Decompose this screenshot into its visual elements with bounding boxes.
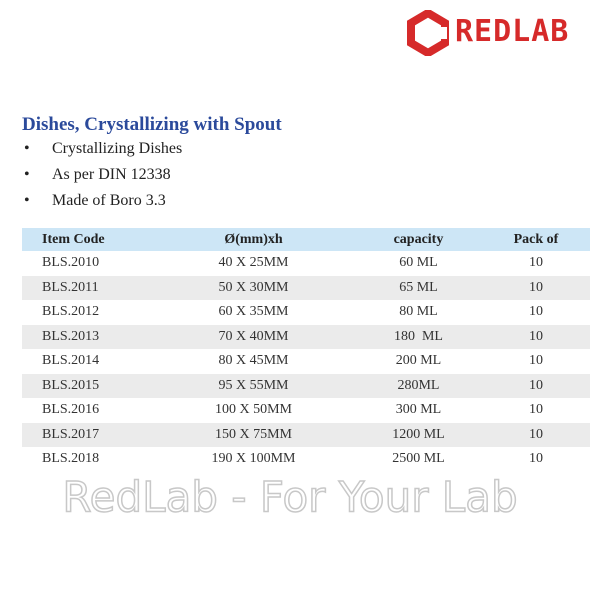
table-row: BLS.2014 80 X 45MM 200 ML 10 (22, 349, 590, 374)
table-cell: 60 ML (399, 255, 438, 271)
logo: REDLAB (405, 10, 590, 56)
logo-text: REDLAB (455, 14, 570, 49)
table-cell: BLS.2015 (22, 373, 152, 398)
table-cell: BLS.2010 (42, 255, 100, 271)
table-cell: 190 X 100MM (211, 451, 296, 467)
table-cell: BLS.2017 (22, 422, 152, 447)
table-cell: BLS.2012 (42, 304, 100, 320)
table-cell: 70 X 40MM (152, 324, 356, 349)
table-cell: 10 (481, 422, 590, 447)
table-cell: 60 X 35MM (218, 304, 289, 320)
bullet-item: Made of Boro 3.3 (22, 192, 182, 218)
table-row: BLS.2017 150 X 75MM 1200 ML 10 (22, 422, 590, 447)
table-cell: 10 (481, 275, 590, 300)
table-cell: 10 (528, 304, 543, 320)
bullet-item: As per DIN 12338 (22, 166, 182, 192)
header-cell: Pack of (481, 228, 590, 251)
table-cell: 100 X 50MM (215, 402, 293, 418)
watermark-text: RedLab - For Your Lab (62, 473, 517, 522)
header-cell: Ø(mm)xh (152, 228, 356, 251)
table-cell: 10 (528, 353, 543, 369)
table-cell: 2500 ML (392, 451, 445, 467)
bullet-list: Crystallizing DishesAs per DIN 12338Made… (22, 140, 182, 218)
table-cell: 200 ML (395, 353, 442, 369)
table-cell: BLS.2016 (42, 402, 100, 418)
table-cell: 180 ML (355, 324, 482, 349)
table-row: BLS.2012 60 X 35MM 80 ML 10 (22, 300, 590, 325)
product-title: Dishes, Crystallizing with Spout (22, 114, 282, 135)
table-row: BLS.2010 40 X 25MM 60 ML 10 (22, 251, 590, 276)
table-cell: BLS.2014 (42, 353, 100, 369)
table-cell: 10 (528, 451, 543, 467)
table-cell: 80 X 45MM (218, 353, 289, 369)
spec-table: Item Code Ø(mm)xh capacity Pack of BLS.2010… (22, 228, 590, 472)
header-cell: Item Code (22, 228, 152, 251)
table-cell: 40 X 25MM (218, 255, 289, 271)
table-row: BLS.2016 100 X 50MM 300 ML 10 (22, 398, 590, 423)
table-cell: 150 X 75MM (152, 422, 356, 447)
table-cell: 280ML (355, 373, 482, 398)
bullet-item: Crystallizing Dishes (22, 140, 182, 166)
table-cell: 80 ML (399, 304, 438, 320)
table-cell: 10 (528, 402, 543, 418)
header-row: Item Code Ø(mm)xh capacity Pack of (22, 228, 590, 251)
logo-icon (407, 10, 449, 56)
table-row: BLS.2015 95 X 55MM 280ML 10 (22, 373, 590, 398)
table-row: BLS.2011 50 X 30MM 65 ML 10 (22, 275, 590, 300)
table-cell: 1200 ML (355, 422, 482, 447)
table-cell: 65 ML (355, 275, 482, 300)
table-cell: 10 (528, 255, 543, 271)
table-cell: BLS.2018 (42, 451, 100, 467)
table-cell: 95 X 55MM (152, 373, 356, 398)
table-cell: 10 (481, 324, 590, 349)
header-cell: capacity (355, 228, 482, 251)
table-cell: 10 (481, 373, 590, 398)
table-cell: BLS.2013 (22, 324, 152, 349)
table-row: BLS.2013 70 X 40MM 180 ML 10 (22, 324, 590, 349)
table-cell: 300 ML (395, 402, 442, 418)
watermark: RedLab - For Your Lab (62, 472, 519, 523)
table-row: BLS.2018 190 X 100MM 2500 ML 10 (22, 447, 590, 472)
table-cell: 50 X 30MM (152, 275, 356, 300)
table-cell: BLS.2011 (22, 275, 152, 300)
